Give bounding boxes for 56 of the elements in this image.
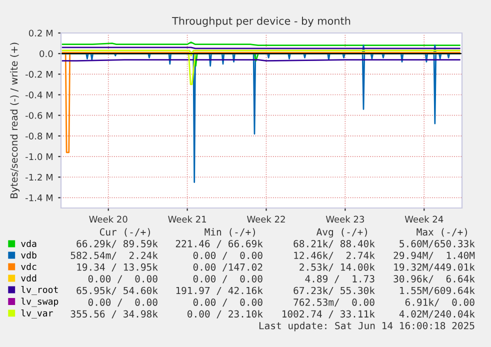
text: Avg (-/+) — [316, 228, 367, 238]
y-tick-label: 0.2 M — [28, 30, 52, 37]
text: 30.96k/ 6.64k — [394, 274, 475, 284]
legend-label: vda — [21, 240, 36, 248]
text: 0.00 /147.02 — [193, 263, 262, 272]
text: 0.00 / 23.10k — [188, 310, 263, 318]
text: 19.34 / 13.95k — [77, 263, 158, 272]
text: 582.54m/ 2.24k — [70, 252, 158, 260]
legend-label: vdb — [21, 252, 36, 259]
text: 762.53m/ 0.00 — [294, 298, 374, 307]
text: 65.95k/ 54.60k — [76, 286, 158, 295]
text: 2.53k/ 14.00k — [300, 263, 375, 272]
text: 4.02M/240.04k — [399, 310, 475, 318]
legend-label: vdd — [21, 274, 36, 282]
y-tick-label: 0.0 — [40, 50, 53, 58]
text: Last update: Sat Jun 14 16:00:18 2025 — [259, 322, 474, 332]
text: 0.00 / 0.00 — [193, 275, 262, 284]
text: 0.00 / 0.00 — [193, 298, 262, 307]
text: 355.56 / 34.98k — [70, 310, 158, 318]
y-tick-label: -0.6 M — [26, 112, 52, 119]
text: Min (-/+) — [204, 228, 255, 237]
legend-label: lv_swap — [21, 298, 58, 307]
text: 0.00 / 0.00 — [88, 298, 158, 307]
x-tick-label: Week 21 — [168, 216, 206, 223]
text: 19.32M/449.01k — [394, 263, 475, 272]
y-tick-label: -0.4 M — [26, 91, 52, 98]
x-tick-label: Week 20 — [89, 216, 128, 223]
text: 0.00 / 0.00 — [88, 275, 158, 284]
y-tick-label: -0.8 M — [26, 132, 52, 140]
y-axis-title: Bytes/second read (-) / write (+) — [10, 42, 20, 198]
chart-title: Throughput per device - by month — [172, 16, 350, 27]
legend-label: lv_var — [21, 309, 53, 318]
text: 0.00 / 0.00 — [193, 252, 262, 260]
y-tick-label: -1.0 M — [26, 153, 52, 160]
text: 221.46 / 66.69k — [176, 240, 263, 248]
text: 67.23k/ 55.30k — [294, 286, 375, 295]
text: 68.21k/ 88.40k — [294, 240, 375, 248]
text: 12.46k/ 2.74k — [294, 252, 375, 260]
text: 29.94M/ 1.40M — [394, 252, 475, 260]
text: 66.29k/ 89.59k — [76, 240, 158, 248]
text: 5.60M/650.33k — [400, 240, 475, 248]
x-tick-label: Week 23 — [326, 216, 364, 223]
text: 1.55M/609.64k — [400, 286, 475, 295]
y-tick-label: -0.2 M — [26, 70, 52, 78]
text: Cur (-/+) — [100, 228, 150, 237]
y-tick-label: -1.2 M — [26, 174, 52, 181]
text: 191.97 / 42.16k — [176, 286, 263, 295]
text: 1002.74 / 33.11k — [282, 310, 375, 318]
y-tick-label: -1.4 M — [26, 194, 52, 202]
text: 6.91k/ 0.00 — [405, 298, 474, 307]
legend-label: lv_root — [21, 286, 58, 296]
text: 4.89 / 1.73 — [305, 275, 374, 284]
x-tick-label: Week 22 — [246, 216, 285, 223]
x-tick-label: Week 24 — [404, 216, 444, 223]
legend-label: vdc — [21, 263, 36, 270]
text: Max (-/+) — [416, 228, 467, 237]
